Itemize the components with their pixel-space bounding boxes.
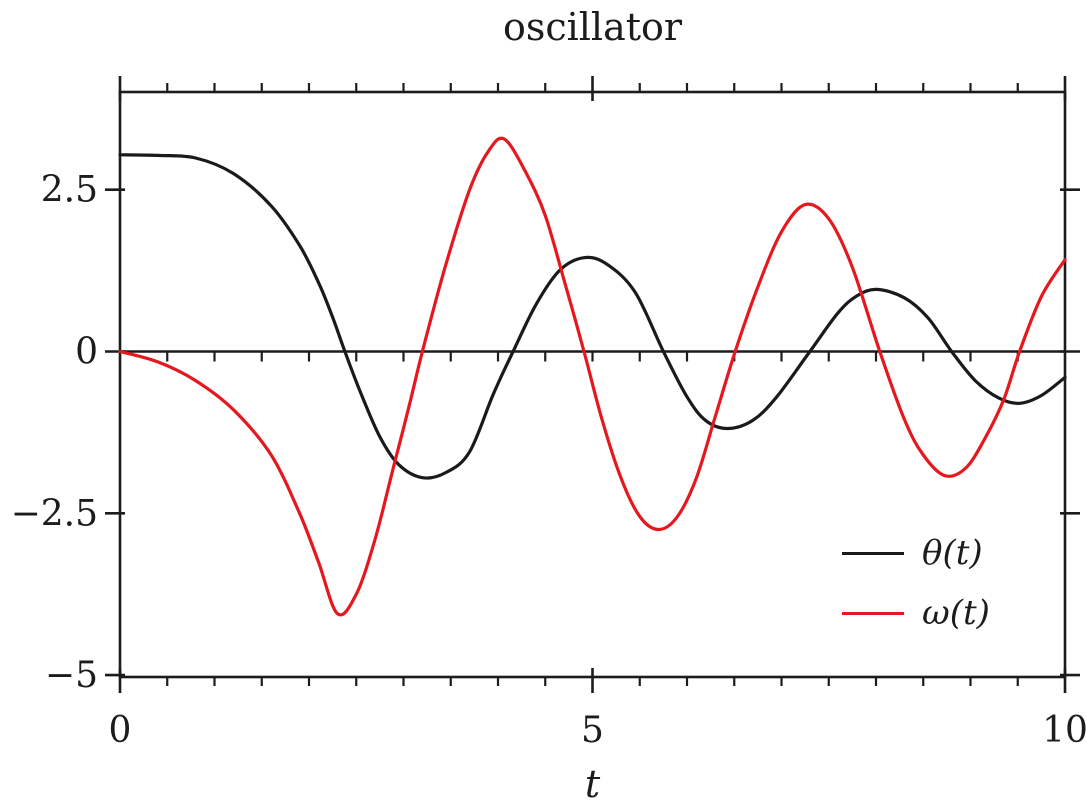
series-line-theta: [118, 153, 1067, 480]
y-tick-label: 0: [75, 331, 98, 372]
legend: θ(t) ω(t): [842, 532, 990, 634]
x-axis-label: t: [584, 762, 601, 806]
y-tick-label: −5: [45, 655, 98, 696]
legend-label-theta: θ(t): [922, 533, 983, 573]
x-tick-label: 0: [109, 710, 132, 751]
x-tick-label: 10: [1042, 710, 1086, 751]
theta-line-swatch: [842, 551, 904, 555]
legend-item-omega: ω(t): [842, 592, 990, 634]
series-line-omega: [118, 136, 1067, 617]
legend-label-omega: ω(t): [922, 593, 990, 633]
y-tick-label: 2.5: [41, 170, 98, 211]
y-tick-label: −2.5: [11, 493, 98, 534]
legend-item-theta: θ(t): [842, 532, 990, 574]
x-tick-label: 5: [581, 710, 604, 751]
omega-line-swatch: [842, 611, 904, 615]
chart-title: oscillator: [502, 5, 683, 49]
